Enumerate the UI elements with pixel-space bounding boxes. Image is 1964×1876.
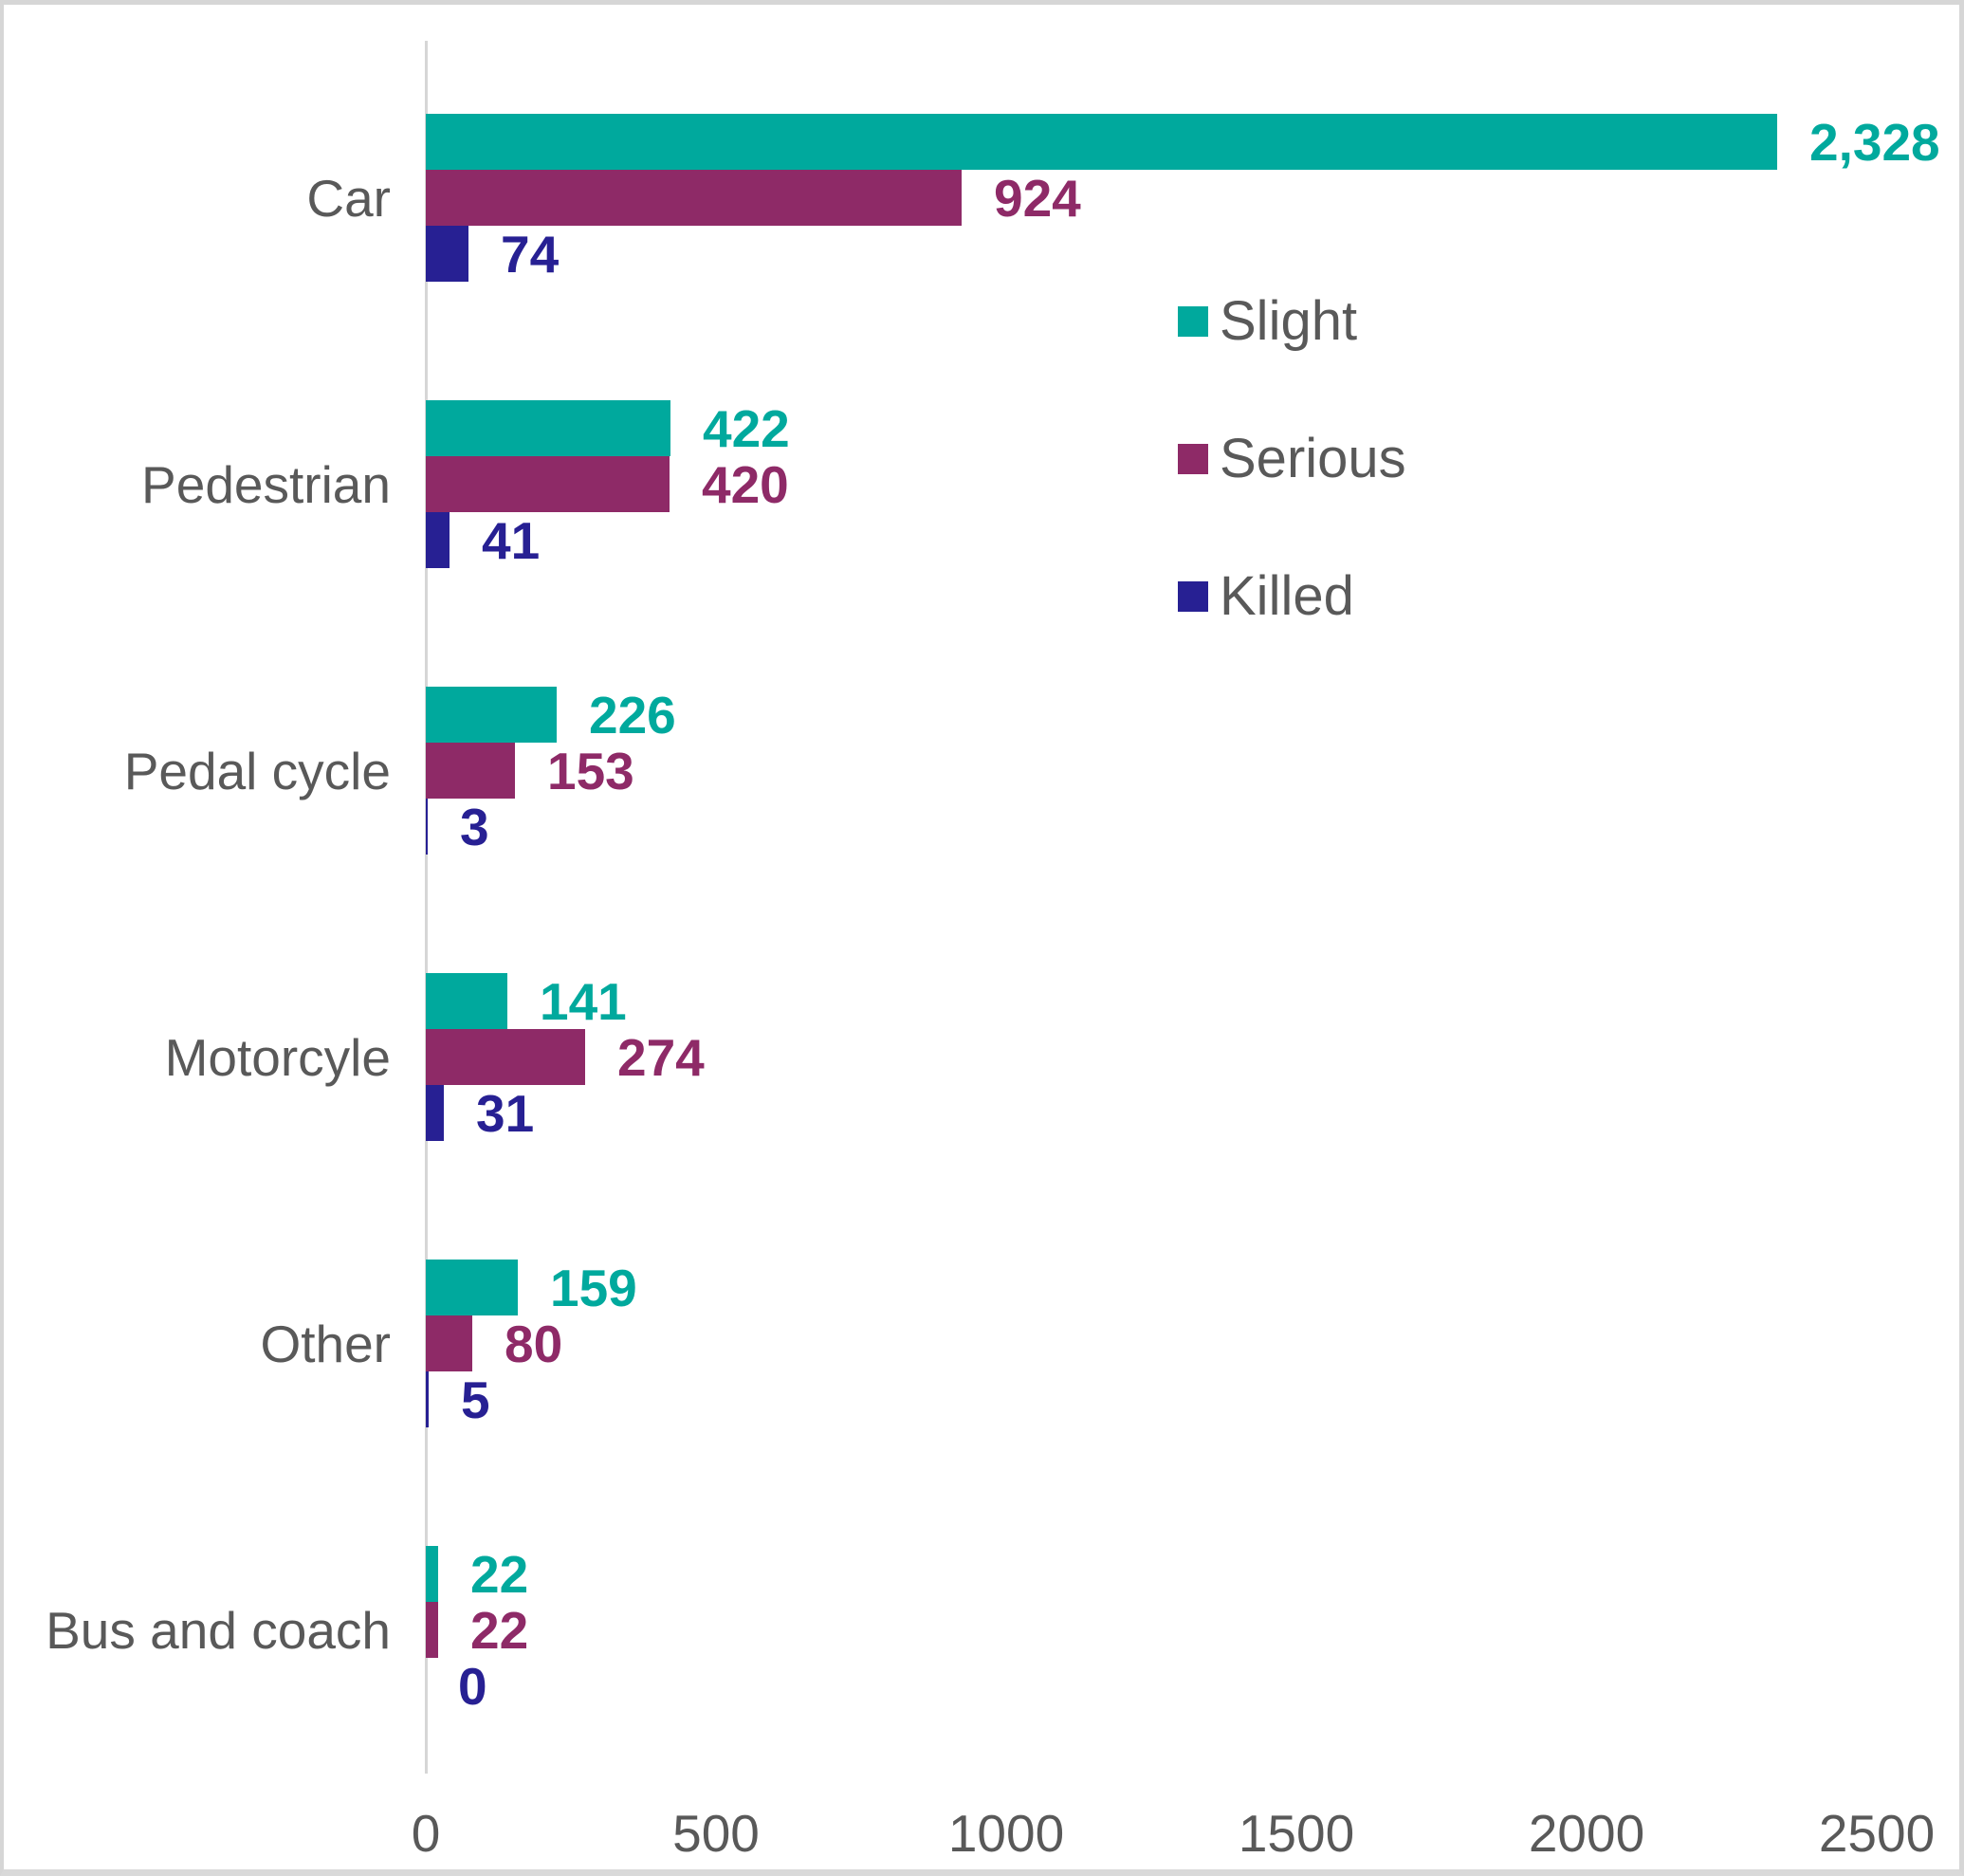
bar-killed <box>426 1085 444 1141</box>
legend-swatch-killed-icon <box>1178 580 1208 612</box>
bar-value-label: 153 <box>547 741 634 800</box>
bar-value-label: 0 <box>458 1656 487 1716</box>
bar-serious <box>426 1315 472 1371</box>
legend-item-killed: Killed <box>1178 564 1354 628</box>
bar-killed <box>426 512 450 568</box>
bar-value-label: 3 <box>460 797 489 856</box>
category-label: Other <box>260 1314 391 1373</box>
bar-killed <box>426 799 428 855</box>
legend-swatch-serious-icon <box>1178 443 1208 474</box>
legend-label-killed: Killed <box>1220 565 1354 627</box>
bar-slight <box>426 1546 438 1602</box>
x-axis-tick-label: 2000 <box>1528 1804 1645 1863</box>
bar-value-label: 41 <box>482 510 541 570</box>
bar-slight <box>426 114 1777 170</box>
bar-value-label: 226 <box>589 685 676 745</box>
bar-killed <box>426 226 468 282</box>
bar-value-label: 5 <box>461 1370 490 1429</box>
legend-item-serious: Serious <box>1178 427 1406 490</box>
bar-slight <box>426 687 557 743</box>
bar-serious <box>426 743 515 799</box>
bar-value-label: 274 <box>617 1027 705 1087</box>
bar-slight <box>426 1260 518 1315</box>
bar-value-label: 141 <box>540 971 627 1031</box>
bar-serious <box>426 1602 438 1658</box>
bar-killed <box>426 1371 429 1427</box>
category-label: Bus and coach <box>46 1600 391 1660</box>
x-axis-tick-label: 500 <box>672 1804 760 1863</box>
legend-label-slight: Slight <box>1220 290 1358 352</box>
bar-serious <box>426 170 962 226</box>
y-axis-line <box>425 41 428 1774</box>
bar-value-label: 22 <box>470 1600 529 1660</box>
bar-value-label: 422 <box>703 398 790 458</box>
legend-item-slight: Slight <box>1178 289 1357 353</box>
category-label: Car <box>306 168 391 228</box>
bar-slight <box>426 973 507 1029</box>
bar-value-label: 159 <box>550 1258 637 1317</box>
legend-swatch-slight-icon <box>1178 305 1208 337</box>
bar-value-label: 22 <box>470 1544 529 1604</box>
bar-value-label: 924 <box>994 168 1081 228</box>
category-label: Pedestrian <box>141 454 391 514</box>
category-label: Motorcyle <box>164 1027 391 1087</box>
bar-slight <box>426 400 670 456</box>
x-axis-tick-label: 2500 <box>1818 1804 1936 1863</box>
x-axis-tick-label: 1000 <box>947 1804 1065 1863</box>
legend-label-serious: Serious <box>1220 428 1406 489</box>
bar-value-label: 2,328 <box>1809 112 1940 172</box>
bar-serious <box>426 1029 585 1085</box>
bar-serious <box>426 456 670 512</box>
bar-value-label: 74 <box>501 224 560 284</box>
bar-value-label: 31 <box>476 1083 535 1143</box>
category-label: Pedal cycle <box>123 741 391 800</box>
x-axis-tick-label: 1500 <box>1238 1804 1355 1863</box>
bar-value-label: 80 <box>505 1314 563 1373</box>
bar-value-label: 420 <box>702 454 789 514</box>
x-axis-tick-label: 0 <box>411 1804 441 1863</box>
